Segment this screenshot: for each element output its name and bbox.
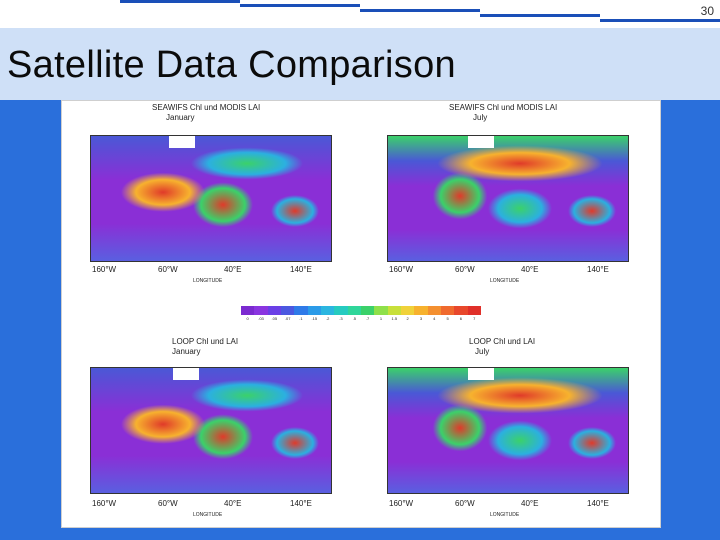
colorbar-label: .05 xyxy=(271,316,278,321)
x-tick-label: 60°W xyxy=(455,499,475,508)
header-deco-line xyxy=(360,9,480,12)
colorbar-segment xyxy=(241,306,255,315)
x-tick-label: 140°E xyxy=(587,265,609,274)
colorbar-segment xyxy=(400,306,415,315)
map-panel: LOOP Chl und LAI January 160°W 60°W 40°E… xyxy=(90,337,340,527)
colorbar-segment xyxy=(454,306,468,315)
colorbar-label: .15 xyxy=(311,316,318,321)
global-map-january xyxy=(90,367,332,494)
satellite-comparison-figure: SEAWIFS Chl und MODIS LAI January 160°W … xyxy=(61,100,661,528)
panel-subtitle: January xyxy=(172,347,201,356)
slide-number: 30 xyxy=(700,4,714,18)
slide-title: Satellite Data Comparison xyxy=(7,44,456,86)
panel-title: SEAWIFS Chl und MODIS LAI xyxy=(449,103,558,112)
ice-mask xyxy=(468,368,494,380)
panel-title: SEAWIFS Chl und MODIS LAI xyxy=(152,103,261,112)
colorbar-label: 1 xyxy=(379,316,383,321)
colorbar-label: .5 xyxy=(352,316,356,321)
colorbar-label: .7 xyxy=(365,316,370,321)
colorbar-segment xyxy=(320,306,335,315)
x-axis-name: LONGITUDE xyxy=(193,278,223,284)
colorbar-segment xyxy=(254,306,268,315)
panel-title: LOOP Chl und LAI xyxy=(172,337,239,346)
colorbar-label: 4 xyxy=(433,316,436,321)
x-axis-name: LONGITUDE xyxy=(490,512,520,518)
ice-mask xyxy=(468,136,494,148)
panel-subtitle: January xyxy=(166,113,195,122)
colorbar-label: .07 xyxy=(284,316,291,321)
header-deco-line xyxy=(120,0,240,3)
colorbar-segment xyxy=(427,306,441,315)
header-deco-line xyxy=(480,14,600,17)
colorbar-label: 5 xyxy=(446,316,449,321)
colorbar-segment xyxy=(387,306,401,315)
x-tick-label: 40°E xyxy=(521,499,539,508)
x-tick-label: 60°W xyxy=(158,499,178,508)
colorbar-segment xyxy=(280,306,295,315)
colorbar-label: .03 xyxy=(258,316,264,321)
x-tick-label: 140°E xyxy=(290,265,312,274)
global-map-july xyxy=(387,135,629,262)
x-tick-label: 160°W xyxy=(389,499,414,508)
colorbar-label: 1.5 xyxy=(391,316,398,321)
global-map-january xyxy=(90,135,332,262)
colorbar-segment xyxy=(440,306,455,315)
map-panel: SEAWIFS Chl und MODIS LAI January 160°W … xyxy=(90,103,340,293)
x-tick-label: 160°W xyxy=(92,265,117,274)
top-band xyxy=(0,0,720,28)
x-tick-label: 160°W xyxy=(92,499,117,508)
title-band xyxy=(0,28,720,100)
colorbar-label: .2 xyxy=(325,316,330,321)
colorbar-label: 7 xyxy=(473,316,476,321)
colorbar-segment xyxy=(294,306,308,315)
colorbar-segment xyxy=(334,306,348,315)
x-tick-label: 40°E xyxy=(224,265,242,274)
colorbar-segment xyxy=(414,306,428,315)
colorbar xyxy=(241,306,481,315)
colorbar-segment xyxy=(374,306,388,315)
panel-subtitle: July xyxy=(473,113,488,122)
panel-title: LOOP Chl und LAI xyxy=(469,337,536,346)
x-tick-label: 160°W xyxy=(389,265,414,274)
colorbar-segment xyxy=(307,306,321,315)
ice-mask xyxy=(169,136,195,148)
colorbar-label: .3 xyxy=(339,316,343,321)
colorbar-label: 0 xyxy=(246,316,249,321)
x-tick-label: 60°W xyxy=(455,265,475,274)
header-deco-line xyxy=(600,19,720,22)
colorbar-segment xyxy=(347,306,361,315)
ice-mask xyxy=(173,368,199,380)
colorbar-label: .1 xyxy=(299,316,303,321)
colorbar-label: 2 xyxy=(406,316,409,321)
colorbar-label: 6 xyxy=(459,316,463,321)
map-panel: SEAWIFS Chl und MODIS LAI July 160°W 60°… xyxy=(387,103,637,293)
x-tick-label: 60°W xyxy=(158,265,178,274)
header-deco-line xyxy=(240,4,360,7)
x-tick-label: 140°E xyxy=(290,499,312,508)
x-axis-name: LONGITUDE xyxy=(193,512,223,518)
panel-subtitle: July xyxy=(475,347,490,356)
x-axis-name: LONGITUDE xyxy=(490,278,520,284)
colorbar-segment xyxy=(267,306,281,315)
global-map-july xyxy=(387,367,629,494)
x-tick-label: 140°E xyxy=(587,499,609,508)
colorbar-segment xyxy=(360,306,375,315)
x-tick-label: 40°E xyxy=(224,499,242,508)
colorbar-labels: 0 .03 .05 .07 .1 .15 .2 .3 .5 .7 1 1.5 2 3 4 5 6 7 xyxy=(241,316,481,321)
x-tick-label: 40°E xyxy=(521,265,539,274)
colorbar-segment xyxy=(467,306,481,315)
map-panel: LOOP Chl und LAI July 160°W 60°W 40°E 14… xyxy=(387,337,637,527)
colorbar-label: 3 xyxy=(419,316,423,321)
